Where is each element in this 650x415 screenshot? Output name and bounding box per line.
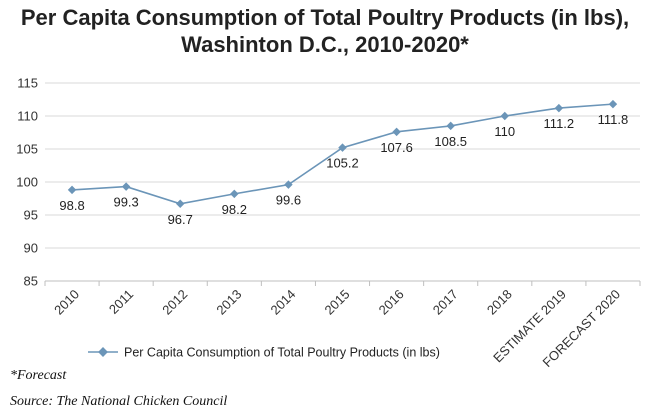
data-label: 99.3 <box>113 195 138 210</box>
footnote: *Forecast <box>10 368 67 383</box>
data-label: 98.8 <box>59 198 84 213</box>
y-tick-label: 95 <box>24 208 38 223</box>
data-label: 111.2 <box>544 116 575 131</box>
data-label: 108.5 <box>434 134 467 149</box>
x-tick-label: 2015 <box>322 287 353 318</box>
legend: Per Capita Consumption of Total Poultry … <box>88 346 440 360</box>
data-label: 111.8 <box>598 112 629 127</box>
x-tick-label: 2016 <box>376 287 407 318</box>
y-axis-ticks: 85 90 95 100 105 110 115 <box>16 76 38 289</box>
x-tick-label: 2010 <box>51 287 82 318</box>
data-point <box>230 189 239 199</box>
x-axis <box>44 280 641 286</box>
data-point <box>500 111 510 121</box>
data-point <box>392 127 401 137</box>
y-tick-label: 90 <box>24 241 38 256</box>
y-tick-label: 105 <box>16 142 38 157</box>
y-tick-label: 100 <box>16 175 38 190</box>
series-line-group <box>67 99 618 209</box>
data-point <box>554 103 564 113</box>
data-point <box>284 180 293 189</box>
data-label: 96.7 <box>168 212 193 227</box>
data-point <box>338 143 347 152</box>
data-labels: 98.8 99.3 96.7 98.2 99.6 105.2 107.6 108.5 110 11… <box>59 112 628 227</box>
chart-title-line-1: Per Capita Consumption of Total Poultry … <box>20 5 630 30</box>
data-point <box>608 99 618 109</box>
data-label: 98.2 <box>222 202 247 217</box>
x-tick-label: 2012 <box>159 287 190 318</box>
x-tick-label: 2013 <box>213 287 244 318</box>
data-label: 99.6 <box>276 193 301 208</box>
data-point <box>446 121 455 131</box>
y-tick-label: 85 <box>24 274 38 289</box>
data-label: 107.6 <box>380 140 413 155</box>
data-point <box>175 199 185 209</box>
data-point <box>67 185 77 195</box>
y-tick-label: 115 <box>17 76 38 91</box>
x-tick-label: 2011 <box>106 287 136 317</box>
source-note: Source: The National Chicken Council <box>10 394 228 409</box>
data-label: 110 <box>494 124 515 139</box>
x-tick-label: 2014 <box>267 287 298 318</box>
legend-diamond-marker <box>98 347 108 357</box>
x-tick-label: 2017 <box>430 287 461 318</box>
y-tick-label: 110 <box>17 109 38 124</box>
data-point <box>121 182 131 191</box>
x-tick-label: 2018 <box>484 287 515 318</box>
series-line <box>71 103 614 205</box>
chart-title: Per Capita Consumption of Total Poultry … <box>0 4 650 58</box>
chart-title-line-2: Washinton D.C., 2010-2020* <box>181 32 469 57</box>
gridlines <box>45 82 640 282</box>
data-label: 105.2 <box>326 156 359 171</box>
legend-series-name: Per Capita Consumption of Total Poultry … <box>124 346 440 360</box>
